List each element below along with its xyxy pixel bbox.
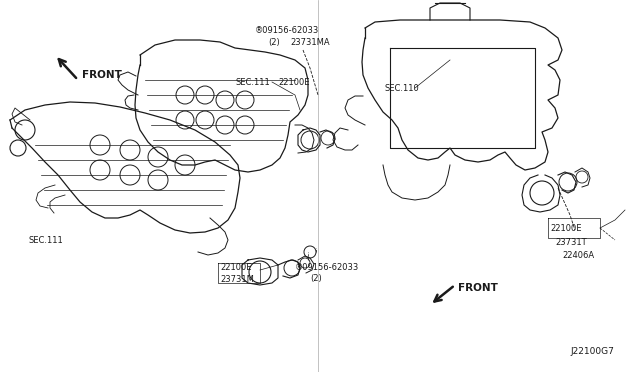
Text: 22406A: 22406A [562, 251, 594, 260]
Text: FRONT: FRONT [82, 70, 122, 80]
Text: SEC.111: SEC.111 [235, 77, 269, 87]
Text: SEC.111: SEC.111 [28, 235, 63, 244]
Text: 23731M: 23731M [220, 276, 254, 285]
Text: 22100E: 22100E [278, 77, 310, 87]
Text: ®09156-62033: ®09156-62033 [295, 263, 359, 273]
Text: 22100E: 22100E [220, 263, 252, 273]
Text: FRONT: FRONT [458, 283, 498, 293]
Text: 22100E: 22100E [550, 224, 582, 232]
Text: (2): (2) [268, 38, 280, 46]
Text: J22100G7: J22100G7 [570, 347, 614, 356]
Text: SEC.110: SEC.110 [385, 83, 420, 93]
Text: (2): (2) [310, 273, 322, 282]
Text: 23731T: 23731T [555, 237, 587, 247]
Text: ®09156-62033: ®09156-62033 [255, 26, 319, 35]
Text: 23731MA: 23731MA [290, 38, 330, 46]
